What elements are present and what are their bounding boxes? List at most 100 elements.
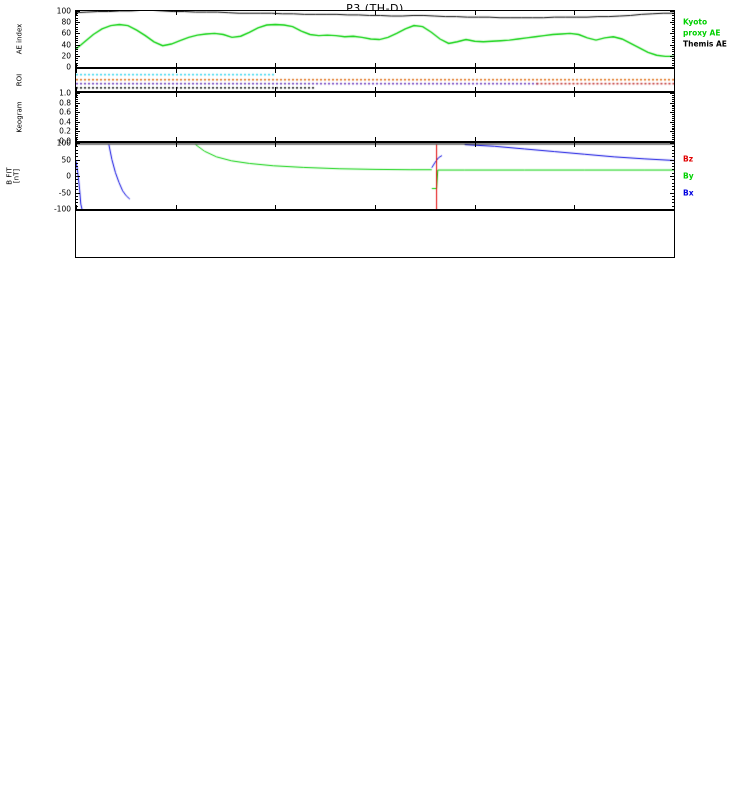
tick-mark [75,209,80,210]
x-tick-mark [175,93,177,97]
minor-tick-mark [75,106,78,108]
legend-label-proxyAE: proxy AE [683,28,721,38]
y-tick-label: 40 [61,39,71,49]
panel-canvas-roi [76,69,674,91]
y-axis-title-bfit: B FIT [nT] [5,167,21,185]
minor-tick-mark [75,42,78,44]
y-axis-title-keogram: Keogram [15,101,24,133]
tick-mark [670,67,675,68]
minor-tick-mark [75,35,78,37]
minor-tick-mark [672,127,675,129]
x-tick-mark [574,205,576,209]
minor-tick-mark [672,64,675,66]
minor-tick-mark [672,19,675,21]
legend-label-Bz: Bz [683,154,694,164]
tick-mark [670,192,675,194]
x-tick-mark [175,11,177,15]
x-tick-mark [674,93,675,97]
minor-tick-mark [672,15,675,17]
x-tick-mark [76,11,77,15]
x-tick-mark [76,69,77,73]
minor-tick-mark [672,100,675,102]
minor-tick-mark [672,110,675,112]
minor-tick-mark [75,123,78,125]
y-tick-label: 60 [61,28,71,38]
minor-tick-mark [672,60,675,62]
minor-tick-mark [672,96,675,98]
minor-tick-mark [672,125,675,127]
panel-ae [75,10,675,68]
minor-tick-mark [75,133,78,135]
minor-tick-mark [672,51,675,53]
x-tick-mark [574,143,576,147]
x-tick-mark [674,137,675,141]
minor-tick-mark [75,185,78,187]
minor-tick-mark [672,195,675,197]
x-tick-mark [474,143,476,147]
minor-tick-mark [75,49,78,51]
y-tick-label: 0 [66,62,71,72]
x-tick-mark [474,63,476,67]
x-tick-mark [375,11,376,15]
minor-tick-mark [672,108,675,110]
x-tick-mark [76,63,77,67]
minor-tick-mark [75,189,78,191]
x-tick-mark [175,137,177,141]
minor-tick-mark [672,156,675,158]
minor-tick-mark [75,26,78,28]
x-tick-mark [574,11,576,15]
minor-tick-mark [672,62,675,64]
y-tick-label: 0.4 [59,117,71,127]
minor-tick-mark [75,179,78,181]
tick-mark [75,159,80,161]
y-tick-label: 20 [61,51,71,61]
minor-tick-mark [75,152,78,154]
minor-tick-mark [75,127,78,129]
minor-tick-mark [75,51,78,53]
x-tick-mark [175,63,177,67]
x-tick-mark [474,137,476,141]
x-tick-mark [674,69,675,73]
minor-tick-mark [672,31,675,33]
y-ticks-ae: 100 80 60 40 20 0 [0,7,73,72]
y-tick-label: 0 [66,171,71,181]
minor-tick-mark [672,179,675,181]
minor-tick-mark [75,31,78,33]
x-tick-mark [175,143,177,147]
y-axis-title-ae: AE index [15,23,24,55]
minor-tick-mark [75,135,78,137]
minor-tick-mark [672,205,675,207]
minor-tick-mark [75,58,78,60]
tick-mark [670,112,675,114]
minor-tick-mark [672,104,675,106]
y-tick-label: 0.0 [59,136,71,146]
panel-keogram [75,92,675,142]
minor-tick-mark [672,172,675,174]
minor-tick-mark [672,28,675,30]
minor-tick-mark [672,202,675,204]
minor-tick-mark [672,94,675,96]
minor-tick-mark [672,24,675,26]
minor-tick-mark [75,60,78,62]
minor-tick-mark [672,58,675,60]
legend-label-Kyoto: Kyoto [683,17,708,27]
tick-mark [670,141,675,142]
panel-bfit [75,142,675,210]
minor-tick-mark [672,40,675,42]
x-tick-mark [574,137,576,141]
x-tick-mark [375,205,376,209]
tick-mark [75,55,80,57]
minor-tick-mark [672,185,675,187]
x-tick-mark [76,87,77,91]
minor-tick-mark [75,40,78,42]
minor-tick-mark [672,123,675,125]
minor-tick-mark [672,26,675,28]
tick-mark [670,22,675,24]
tick-mark [75,33,80,35]
minor-tick-mark [75,182,78,184]
minor-tick-mark [672,17,675,19]
minor-tick-mark [75,17,78,19]
tick-mark [75,11,80,12]
tick-mark [670,159,675,161]
minor-tick-mark [75,37,78,39]
